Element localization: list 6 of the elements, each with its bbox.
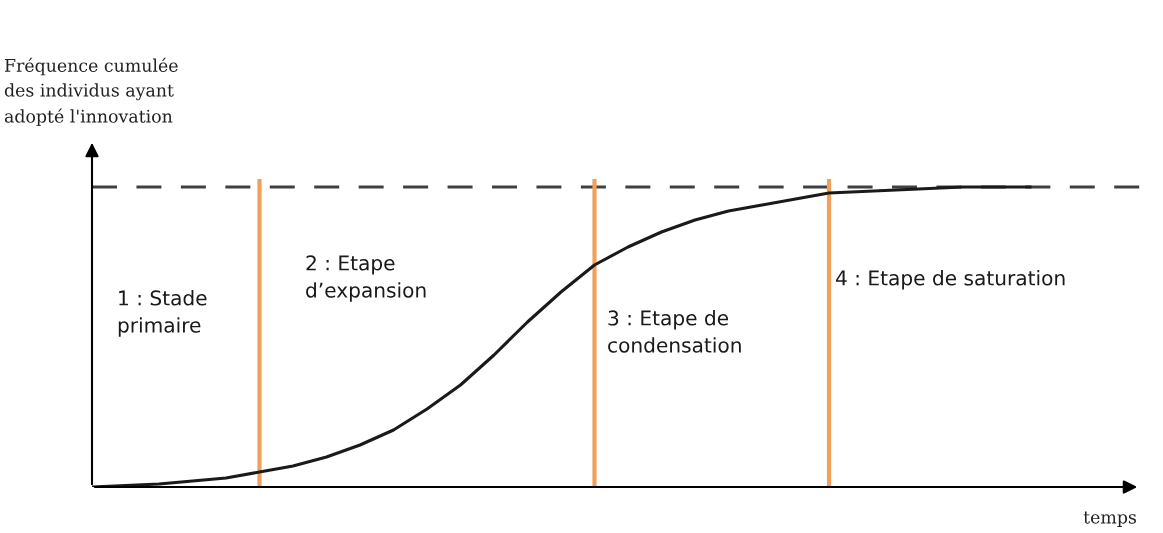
annotation: 1 : Stade primaire (118, 290, 207, 337)
x-axis-title: temps (1083, 511, 1136, 527)
y-axis-title: Fréquence cumulée des individus ayant adopté l'innovation (4, 57, 178, 127)
annotation: 4 : Etape de saturation (835, 270, 1065, 290)
annotation: 3 : Etape de condensation (608, 310, 741, 353)
annotation: 2 : Etape d’expansion (306, 255, 426, 302)
